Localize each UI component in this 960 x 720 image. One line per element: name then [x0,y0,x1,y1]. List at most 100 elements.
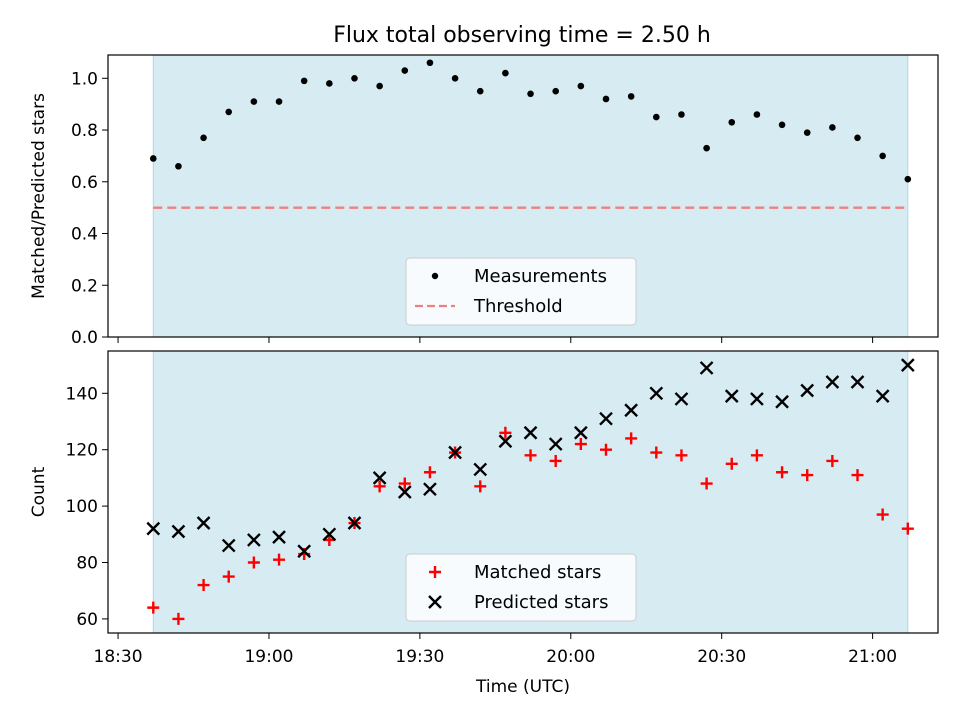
bottom-xtick-label: 18:30 [94,647,143,667]
bottom-xtick-label: 19:00 [244,647,293,667]
measurement-point [451,74,459,82]
matched-star-point [725,457,738,470]
matched-star-point [499,426,512,439]
legend-label: Matched stars [474,562,601,583]
legend-predicted-marker [428,595,442,609]
matched-star-point [549,454,562,467]
top-legend [405,257,637,326]
predicted-star-point [548,437,563,451]
legend-label: Predicted stars [474,592,608,613]
top-ytick-label: 0.6 [71,173,98,193]
top-panel: 0.0 0.2 0.4 0.6 0.8 1.0 Matched/Predicted star… [29,54,939,348]
bottom-ytick-label: 80 [76,554,98,574]
measurement-point [149,155,157,162]
matched-star-point [901,522,914,535]
matched-star-point [574,438,587,451]
legend-label: Measurements [474,266,607,287]
matched-star-point [801,469,814,482]
matched-star-point [750,449,763,462]
bottom-xtick-label: 19:30 [395,647,444,667]
bottom-panel: 60 80 100 120 140 18:30 19:00 19:30 20:00 20:30 21… [29,350,939,697]
predicted-star-point [247,533,261,547]
matched-star-point [700,477,713,490]
predicted-star-point [221,538,236,553]
measurement-point [854,134,861,142]
matched-star-point [197,579,210,592]
matched-star-point [826,454,839,467]
bottom-legend [405,553,637,622]
predicted-star-point [297,544,312,559]
measurement-point [351,74,358,82]
predicted-star-point [574,425,588,440]
matched-star-point [675,449,688,462]
predicted-star-point [850,375,865,389]
bottom-xtick-label: 21:00 [848,647,897,667]
measurement-point [577,82,585,90]
predicted-star-point [523,425,538,440]
predicted-star-point [171,524,186,539]
measurement-point [678,111,685,118]
measurement-point [175,162,182,170]
measurement-point [753,111,761,118]
measurement-point [250,98,258,105]
legend-measurements-marker [431,272,439,280]
measurement-point [703,144,710,152]
measurement-point [829,124,836,131]
measurement-point [225,108,233,116]
bottom-ylabel: Count [29,466,49,517]
matched-star-point [625,432,638,445]
predicted-star-point [900,358,915,372]
predicted-star-point [624,403,638,418]
predicted-star-point [146,521,161,536]
legend-matched-marker [429,566,441,578]
matched-star-point [851,469,864,482]
legend-label: Threshold [473,296,563,317]
measurement-point [300,77,308,85]
predicted-star-point [448,445,462,460]
bottom-ytick-label: 120 [66,441,98,461]
top-axes-frame [107,54,939,338]
measurement-point [200,134,207,142]
predicted-star-point [322,527,337,542]
bottom-axes-frame [107,350,939,634]
matched-star-point [147,601,160,614]
matched-star-point [273,553,286,566]
matched-star-point [474,480,487,493]
measurement-point [653,113,660,121]
measurement-point [627,93,635,100]
predicted-star-point [775,394,789,409]
measurement-point [326,80,333,87]
predicted-star-point [724,389,739,403]
matched-star-point [650,446,663,459]
matched-star-point [373,480,386,493]
predicted-star-point [347,516,362,530]
matched-star-point [423,466,436,479]
measurement-point [904,175,912,183]
predicted-star-point [875,389,890,403]
measurement-point [778,121,786,129]
x-axis-label: Time (UTC) [475,677,570,697]
top-ytick-label: 1.0 [71,69,98,89]
bottom-ytick-label: 100 [66,497,98,517]
predicted-star-point [649,386,664,401]
predicted-star-point [272,530,286,544]
measurement-point [502,69,509,77]
top-ytick-label: 0.4 [71,225,98,245]
measurement-point [803,129,811,136]
predicted-star-point [800,383,815,398]
measurement-point [602,95,610,103]
measurement-point [275,98,283,105]
measurement-point [879,152,886,160]
measurement-point [527,90,534,98]
matched-star-point [524,449,537,462]
matched-star-point [222,570,235,583]
predicted-star-point [674,392,689,406]
measurement-point [728,118,736,126]
bottom-ytick-label: 60 [76,610,98,630]
predicted-star-point [397,485,412,499]
chart-title: Flux total observing time = 2.50 h [333,23,711,48]
predicted-star-point [372,471,387,485]
predicted-star-point [473,462,488,477]
predicted-star-point [196,516,211,530]
